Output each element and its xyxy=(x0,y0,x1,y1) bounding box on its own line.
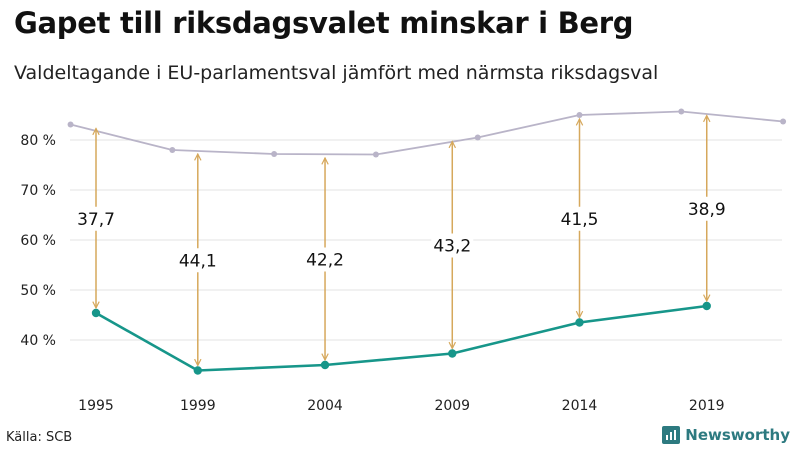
riksdag-point xyxy=(474,134,481,141)
eu-point xyxy=(320,360,330,370)
riksdag-point xyxy=(67,121,74,128)
riksdag-point xyxy=(271,151,278,157)
eu-series-line xyxy=(95,304,707,372)
eu-point xyxy=(448,349,457,358)
gap-label: 43,2 xyxy=(433,237,471,257)
brand-logo: Newsworthy xyxy=(662,426,790,444)
eu-point xyxy=(702,301,711,311)
x-tick-label: 1999 xyxy=(180,398,216,414)
gap-label-bg xyxy=(176,248,219,273)
riksdag-point xyxy=(169,147,176,153)
x-tick-label: 2014 xyxy=(562,398,598,414)
gap-label-bg xyxy=(75,206,117,231)
gap-label: 42,2 xyxy=(306,251,344,271)
newsworthy-chart-icon xyxy=(662,426,681,444)
y-tick-label: 70 % xyxy=(20,183,56,199)
x-tick-label: 1995 xyxy=(78,398,114,414)
chart-subtitle: Valdeltagande i EU-parlamentsval jämfört… xyxy=(14,62,659,84)
eu-point xyxy=(575,318,584,327)
brand-name: Newsworthy xyxy=(685,426,790,444)
x-tick-label: 2004 xyxy=(307,398,343,414)
gap-label: 41,5 xyxy=(561,210,599,230)
riksdag-point xyxy=(678,108,685,115)
riksdag-series-line xyxy=(70,110,784,156)
eu-point xyxy=(91,308,101,318)
y-tick-label: 40 % xyxy=(20,333,56,349)
gap-label-bg xyxy=(431,233,474,258)
source-note: Källa: SCB xyxy=(6,430,73,445)
gap-label: 37,7 xyxy=(77,210,115,230)
eu-point xyxy=(193,366,202,375)
x-tick-label: 2019 xyxy=(689,398,725,414)
y-tick-label: 50 % xyxy=(20,283,56,299)
gap-label: 38,9 xyxy=(688,200,726,220)
riksdag-point xyxy=(576,112,583,118)
gap-label-bg xyxy=(685,196,728,221)
riksdag-point xyxy=(372,151,379,158)
x-tick-label: 2009 xyxy=(434,398,470,414)
gap-label: 44,1 xyxy=(179,251,217,271)
y-tick-label: 80 % xyxy=(20,133,56,149)
gap-label-bg xyxy=(558,206,601,231)
y-tick-label: 60 % xyxy=(20,233,56,249)
gap-label-bg xyxy=(304,247,347,272)
chart-title: Gapet till riksdagsvalet minskar i Berg xyxy=(14,6,634,40)
riksdag-point xyxy=(780,118,787,125)
